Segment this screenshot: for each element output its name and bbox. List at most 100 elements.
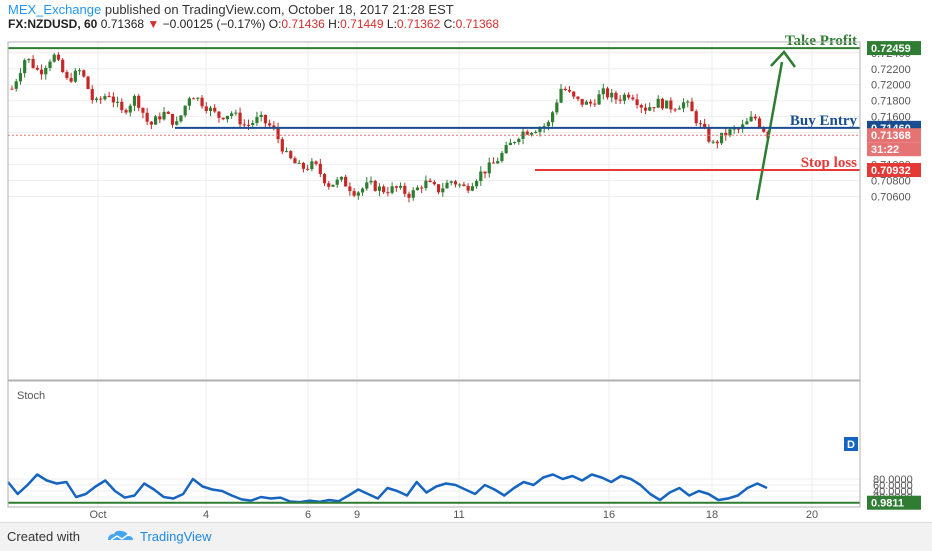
candle <box>179 115 183 123</box>
candle <box>411 187 415 201</box>
candle <box>230 111 234 119</box>
candle-body <box>382 186 386 193</box>
candle-body <box>741 124 745 129</box>
candle-body <box>610 92 614 98</box>
candle-body <box>183 105 187 116</box>
candle <box>255 111 259 127</box>
candle-body <box>432 182 436 185</box>
candle <box>111 92 115 108</box>
candle <box>491 157 496 164</box>
tradingview-brand[interactable]: TradingView <box>140 529 212 544</box>
candle-body <box>525 131 529 135</box>
symbol-label: FX:NZDUSD, 60 <box>8 17 98 31</box>
time-tick-label: 4 <box>203 509 209 521</box>
candle <box>728 128 732 138</box>
candle <box>128 103 132 117</box>
candle-body <box>77 70 82 72</box>
candle <box>639 103 643 113</box>
ohlc-legend: FX:NZDUSD, 60 0.71368 ▼ −0.00125 (−0.17%… <box>8 17 499 31</box>
countdown-badge: 31:22 <box>871 144 899 156</box>
candle-body <box>479 171 483 181</box>
candle <box>525 129 529 136</box>
candle-body <box>736 128 741 130</box>
candle <box>217 111 221 123</box>
candle-body <box>555 102 559 113</box>
candle <box>331 184 335 188</box>
candle-body <box>428 180 432 183</box>
candle <box>656 95 660 108</box>
candle <box>360 187 365 196</box>
candle-body <box>365 182 369 189</box>
candle <box>681 98 686 113</box>
candle <box>745 117 749 125</box>
candle-body <box>225 115 229 120</box>
price-axis: 0.724000.722000.720000.718000.716000.714… <box>89 41 921 521</box>
candle <box>314 160 318 166</box>
candle-body <box>69 77 73 82</box>
candle-body <box>230 113 234 116</box>
candle <box>115 96 120 108</box>
candle <box>175 116 179 126</box>
candle <box>741 119 745 133</box>
candle-body <box>424 180 428 189</box>
publisher-name[interactable]: MEX_Exchange <box>8 2 102 17</box>
candle <box>694 109 698 127</box>
candle-body <box>120 101 124 111</box>
stoch-tick-label: 80.0000 <box>873 474 913 486</box>
footer-bar: Created with TradingView <box>0 522 932 551</box>
candle <box>348 182 352 196</box>
candle-body <box>73 70 77 82</box>
last-price-badge-bg <box>867 128 921 143</box>
time-tick-label: 9 <box>354 509 360 521</box>
candle-body <box>234 112 238 114</box>
candle-body <box>589 101 593 104</box>
candle-body <box>563 88 567 90</box>
price-tick-label: 0.72000 <box>871 80 911 92</box>
candle-body <box>698 123 703 125</box>
candle <box>508 138 512 146</box>
candle-body <box>99 98 103 100</box>
candle <box>690 97 694 112</box>
close-label: C: <box>443 17 456 31</box>
candle-body <box>719 132 724 144</box>
stoch-level-badge-bg <box>867 495 921 510</box>
time-tick-label: 18 <box>706 509 718 521</box>
candle-body <box>403 185 407 194</box>
candle-body <box>39 69 44 75</box>
price-tick-label: 0.70800 <box>871 176 911 188</box>
candle-body <box>504 145 508 154</box>
candle-body <box>487 162 491 174</box>
candle-body <box>217 111 221 118</box>
candle <box>48 59 52 72</box>
candle-body <box>673 109 677 111</box>
candle <box>77 67 82 75</box>
candle <box>462 181 466 187</box>
candle-body <box>757 118 762 128</box>
take-profit-badge: 0.72459 <box>871 43 911 55</box>
last-price-badge: 0.71368 <box>871 130 911 142</box>
candle-body <box>327 183 331 187</box>
candle <box>293 156 297 164</box>
candle <box>69 72 73 83</box>
stoch-level-badge: 0.9811 <box>871 498 904 510</box>
candle-body <box>690 101 694 112</box>
candle <box>512 141 517 145</box>
candle <box>470 182 474 192</box>
candle-body <box>665 100 669 109</box>
low-label: L: <box>386 17 397 31</box>
candle-body <box>192 98 196 100</box>
candle <box>660 97 665 111</box>
candle <box>483 171 487 179</box>
candle <box>635 93 639 109</box>
buy-entry-label: Buy Entry <box>790 113 858 129</box>
candle-body <box>301 162 306 169</box>
candle <box>306 164 310 171</box>
candle <box>284 147 289 153</box>
candle-body <box>580 98 584 105</box>
candle <box>445 179 449 189</box>
candle <box>276 122 280 144</box>
candle <box>719 132 724 146</box>
candle <box>204 102 208 114</box>
candle-body <box>694 111 698 124</box>
